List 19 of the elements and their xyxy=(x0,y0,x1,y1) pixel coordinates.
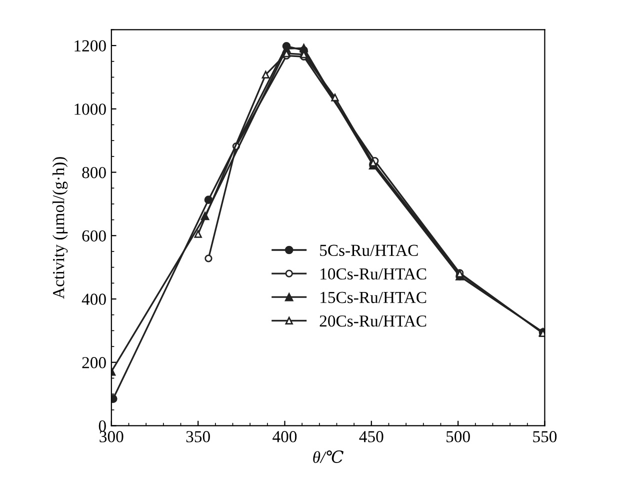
x-axis-title: θ/℃ xyxy=(313,450,344,464)
x-tick-label: 400 xyxy=(272,431,297,442)
x-tick-label: 500 xyxy=(446,431,470,442)
y-tick-label: 0 xyxy=(98,420,106,432)
x-tick-label: 450 xyxy=(359,431,384,442)
legend-label: 10Cs-Ru/HTAC xyxy=(320,268,426,280)
x-tick-label: 550 xyxy=(533,431,557,442)
y-tick-label: 400 xyxy=(82,294,106,305)
x-tick-label: 350 xyxy=(186,431,210,442)
y-tick-label: 600 xyxy=(82,230,106,242)
y-axis-title: Activity (μmol/(g·h)) xyxy=(52,157,68,299)
y-tick-label: 1200 xyxy=(74,40,106,52)
y-tick-label: 800 xyxy=(82,166,106,178)
y-tick-label: 200 xyxy=(82,357,106,368)
legend-label: 5Cs-Ru/HTAC xyxy=(320,244,418,256)
legend-label: 15Cs-Ru/HTAC xyxy=(320,292,426,304)
y-tick-label: 1000 xyxy=(74,104,106,115)
x-tick-label: 300 xyxy=(100,431,124,442)
legend-label: 20Cs-Ru/HTAC xyxy=(320,315,426,327)
